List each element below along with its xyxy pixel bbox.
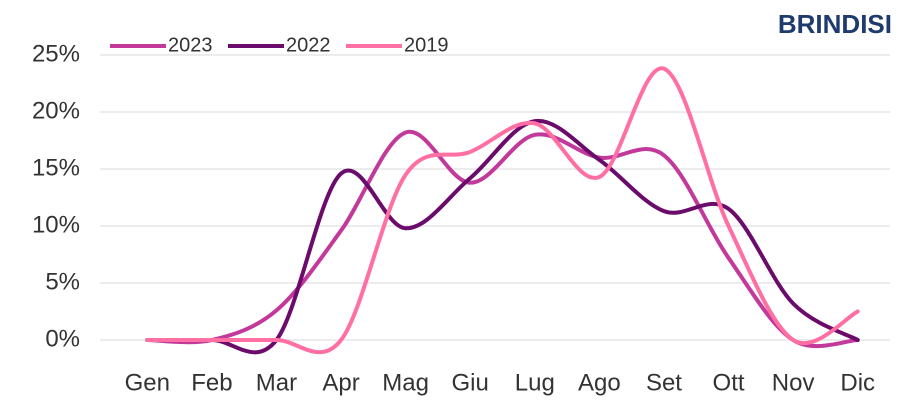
x-tick-label: Set (646, 369, 682, 396)
series-line (145, 119, 860, 355)
y-tick-label: 20% (32, 97, 80, 124)
series-line (145, 66, 860, 355)
x-tick-label: Ago (578, 369, 621, 396)
y-tick-label: 5% (45, 268, 80, 295)
x-tick-label: Gen (125, 369, 170, 396)
y-tick-label: 10% (32, 211, 80, 238)
legend-label: 2023 (168, 34, 213, 56)
y-tick-label: 0% (45, 325, 80, 352)
x-tick-label: Feb (191, 369, 232, 396)
x-tick-label: Ott (713, 369, 745, 396)
series-line (145, 129, 860, 349)
x-tick-label: Nov (772, 369, 815, 396)
x-tick-label: Mag (382, 369, 429, 396)
x-tick-label: Lug (515, 369, 555, 396)
x-tick-label: Apr (322, 369, 359, 396)
legend-label: 2019 (404, 34, 449, 56)
y-tick-label: 25% (32, 40, 80, 67)
chart-title: BRINDISI (778, 9, 892, 39)
x-tick-label: Dic (840, 369, 875, 396)
y-tick-label: 15% (32, 154, 80, 181)
x-tick-label: Giu (452, 369, 489, 396)
legend-label: 2022 (286, 34, 331, 56)
x-tick-label: Mar (256, 369, 297, 396)
